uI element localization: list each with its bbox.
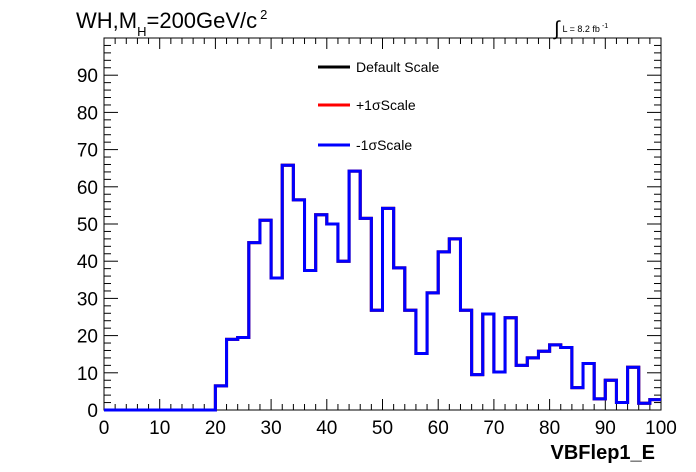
x-tick-label: 70 — [483, 418, 504, 439]
title-prefix: WH,M — [76, 8, 137, 33]
series-layer — [104, 163, 661, 412]
legend: Default Scale +1σScale -1σScale — [318, 59, 439, 153]
y-tick-label: 10 — [77, 364, 98, 385]
x-tick-label: 30 — [261, 418, 282, 439]
x-tick-label: 10 — [149, 418, 170, 439]
legend-entry-plus: +1σScale — [318, 97, 416, 113]
y-tick-label: 90 — [77, 66, 98, 87]
legend-entry-default: Default Scale — [318, 59, 439, 75]
y-tick-label: 30 — [77, 289, 98, 310]
x-tick-label: 40 — [316, 418, 337, 439]
title-subscript: H — [137, 24, 146, 39]
y-tick-label: 50 — [77, 215, 98, 236]
y-tick-label: 60 — [77, 178, 98, 199]
x-tick-label: 60 — [428, 418, 449, 439]
legend-label-plus: +1σScale — [356, 97, 416, 113]
title-superscript: 2 — [260, 7, 267, 22]
legend-label-minus: -1σScale — [356, 137, 412, 153]
x-tick-label: 80 — [539, 418, 560, 439]
x-axis-label: VBFlep1_E — [551, 442, 655, 464]
legend-entry-minus: -1σScale — [318, 137, 412, 153]
y-tick-label: 0 — [87, 401, 98, 422]
series-line — [104, 163, 661, 412]
luminosity-superscript: -1 — [602, 23, 608, 30]
y-tick-label: 40 — [77, 252, 98, 273]
integral-symbol: ∫ — [553, 18, 561, 40]
y-tick-label: 70 — [77, 141, 98, 162]
y-tick-label: 80 — [77, 103, 98, 124]
plot-title: WH,MH=200GeV/c 2 — [76, 7, 267, 39]
x-tick-label: 0 — [99, 418, 110, 439]
y-tick-label: 20 — [77, 327, 98, 348]
x-tick-label: 50 — [372, 418, 393, 439]
x-tick-label: 100 — [645, 418, 677, 439]
x-tick-label: 90 — [595, 418, 616, 439]
x-axis: 0 10 20 30 40 50 60 70 80 90 100 — [99, 38, 677, 439]
luminosity-label: ∫ L = 8.2 fb -1 — [553, 18, 608, 40]
luminosity-text: L = 8.2 fb — [562, 24, 599, 34]
title-suffix: =200GeV/c — [146, 8, 257, 33]
legend-label-default: Default Scale — [356, 59, 439, 75]
x-tick-label: 20 — [205, 418, 226, 439]
